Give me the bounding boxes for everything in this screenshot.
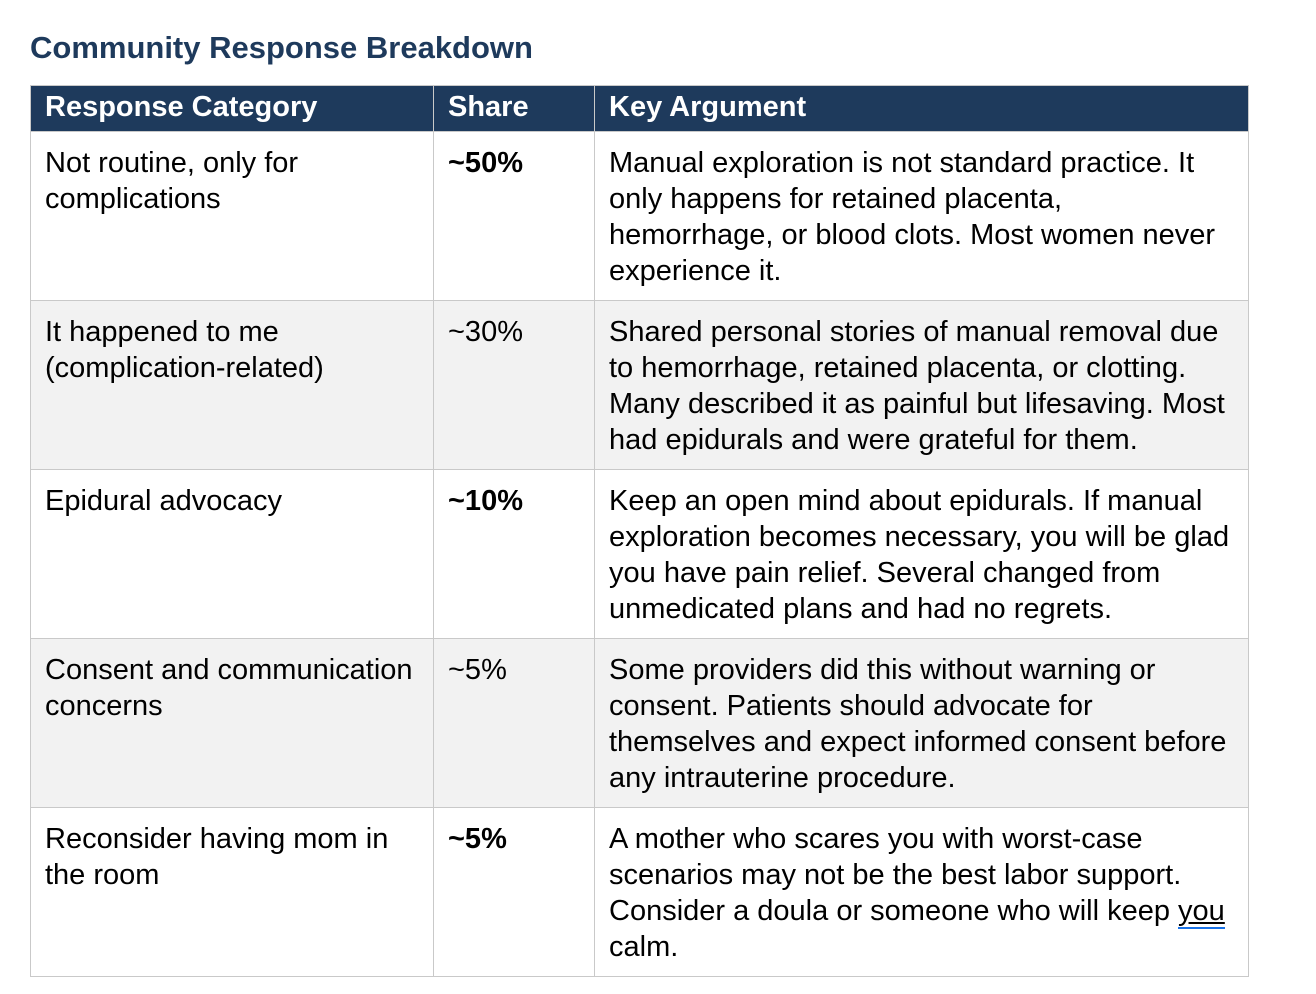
argument-text: A mother who scares you with worst-case … <box>609 823 1182 927</box>
table-row: Not routine, only for complications ~50%… <box>30 131 1249 301</box>
page-title: Community Response Breakdown <box>30 30 533 65</box>
share-cell: ~10% <box>433 469 595 639</box>
table-row: Consent and communication concerns ~5% S… <box>30 638 1249 808</box>
argument-text: Some providers did this without warning … <box>609 654 1227 794</box>
table-row: Reconsider having mom in the room ~5% A … <box>30 807 1249 977</box>
grammar-suggestion[interactable]: you <box>1178 895 1225 929</box>
share-cell: ~50% <box>433 131 595 301</box>
header-row: Response Category Share Key Argument <box>30 85 1249 132</box>
community-response-table: Response Category Share Key Argument Not… <box>30 85 1249 977</box>
category-cell: Not routine, only for complications <box>30 131 434 301</box>
argument-cell: Manual exploration is not standard pract… <box>594 131 1249 301</box>
argument-text: Shared personal stories of manual remova… <box>609 316 1225 456</box>
argument-cell: A mother who scares you with worst-case … <box>594 807 1249 977</box>
category-cell: Consent and communication concerns <box>30 638 434 808</box>
category-cell: Reconsider having mom in the room <box>30 807 434 977</box>
argument-text: Manual exploration is not standard pract… <box>609 147 1216 287</box>
share-cell: ~5% <box>433 807 595 977</box>
table-row: Epidural advocacy ~10% Keep an open mind… <box>30 469 1249 639</box>
category-cell: It happened to me (complication-related) <box>30 300 434 470</box>
column-header-key-argument: Key Argument <box>594 85 1249 132</box>
column-header-response-category: Response Category <box>30 85 434 132</box>
category-cell: Epidural advocacy <box>30 469 434 639</box>
share-cell: ~30% <box>433 300 595 470</box>
argument-cell: Some providers did this without warning … <box>594 638 1249 808</box>
share-cell: ~5% <box>433 638 595 808</box>
column-header-share: Share <box>433 85 595 132</box>
table-row: It happened to me (complication-related)… <box>30 300 1249 470</box>
table-body: Not routine, only for complications ~50%… <box>30 131 1249 977</box>
argument-text: Keep an open mind about epidurals. If ma… <box>609 485 1230 625</box>
argument-cell: Shared personal stories of manual remova… <box>594 300 1249 470</box>
argument-text: calm. <box>609 931 679 963</box>
argument-cell: Keep an open mind about epidurals. If ma… <box>594 469 1249 639</box>
